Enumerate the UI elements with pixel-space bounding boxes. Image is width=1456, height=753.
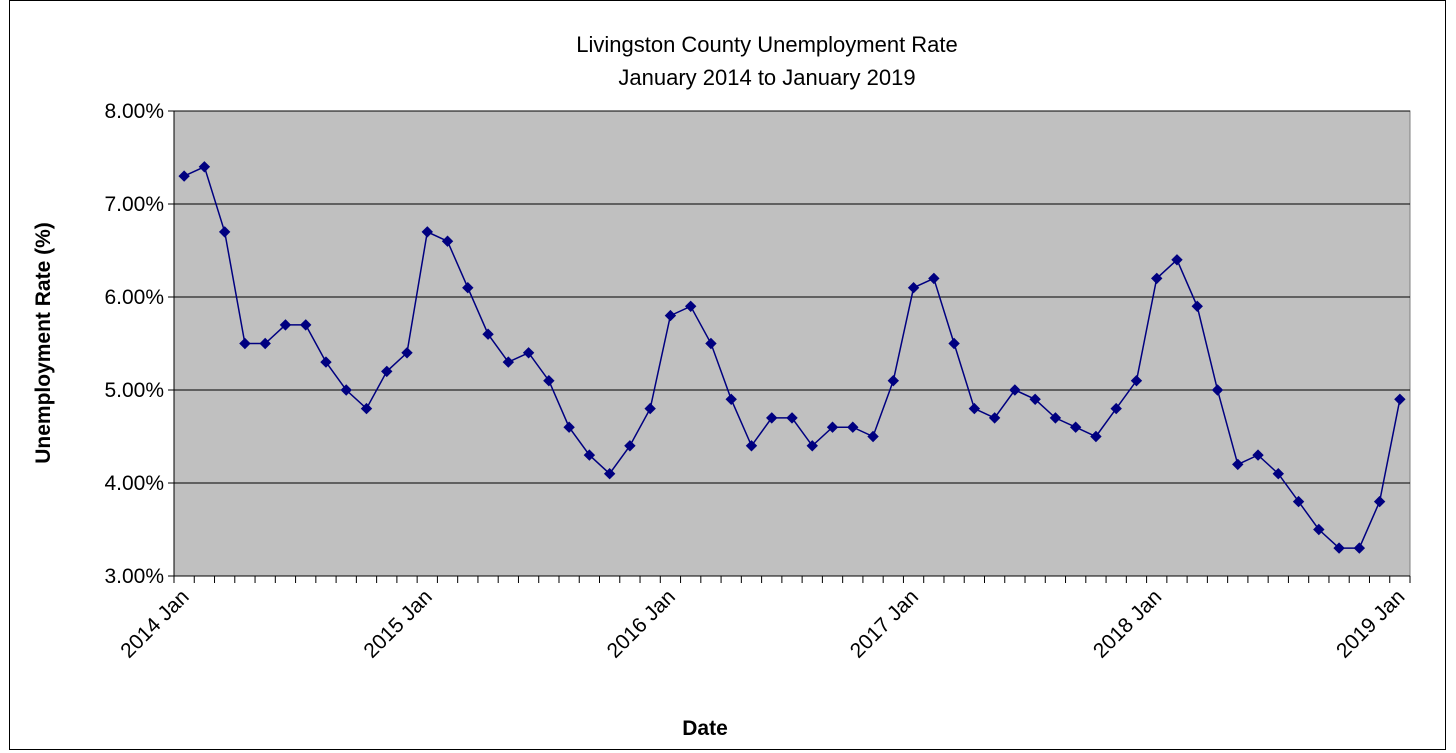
y-tick-label: 5.00% (104, 379, 164, 402)
data-point-marker (766, 412, 778, 424)
data-point-marker (421, 226, 433, 238)
y-tick-label: 3.00% (104, 565, 164, 588)
chart-title: Livingston County Unemployment Rate (576, 32, 958, 57)
x-tick-label: 2014 Jan (116, 585, 193, 662)
data-point-marker (603, 467, 616, 480)
data-point-marker (482, 328, 494, 340)
data-point-marker (745, 440, 758, 452)
plot-area (173, 110, 1411, 577)
data-point-marker (1191, 300, 1203, 313)
data-point-marker (1333, 542, 1345, 554)
data-point-marker (1313, 523, 1325, 536)
data-point-marker (826, 421, 839, 433)
data-point-marker (867, 430, 879, 443)
x-tick-label: 2015 Jan (359, 585, 436, 662)
data-point-marker (340, 384, 352, 396)
data-point-marker (1069, 421, 1082, 433)
data-point-marker (1171, 254, 1183, 266)
data-point-marker (1110, 402, 1122, 415)
data-point-marker (299, 319, 312, 331)
chart-subtitle: January 2014 to January 2019 (618, 65, 915, 90)
y-tick-label: 8.00% (104, 100, 164, 123)
data-point-marker (907, 281, 920, 294)
data-point-marker (1232, 458, 1244, 471)
data-point-marker (1292, 495, 1305, 508)
data-point-marker (1009, 384, 1021, 396)
data-point-marker (948, 337, 960, 350)
data-point-marker (441, 235, 454, 247)
y-axis-ticks: 3.00% 4.00% 5.00% 6.00% 7.00% 8.00% (104, 100, 175, 588)
data-point-marker (624, 440, 636, 452)
data-point-marker (644, 402, 656, 415)
data-point-marker (279, 319, 292, 331)
x-axis-ticks: 2014 Jan 2015 Jan 2016 Jan 2017 Jan 2018 Jan… (116, 575, 1411, 663)
data-point-marker (988, 412, 1001, 424)
data-point-marker (360, 402, 373, 415)
data-point-marker (1090, 430, 1102, 443)
data-point-marker (1353, 542, 1366, 554)
y-axis-title: Unemployment Rate (%) (32, 222, 55, 464)
series-unemployment-rate (178, 161, 1406, 554)
y-tick-label: 6.00% (104, 286, 164, 309)
data-point-marker (543, 374, 555, 387)
data-point-marker (1373, 495, 1386, 508)
data-point-marker (806, 440, 818, 452)
data-point-marker (1130, 374, 1143, 387)
data-point-marker (1029, 393, 1041, 406)
data-point-marker (401, 347, 413, 359)
data-point-marker (462, 281, 474, 294)
y-tick-label: 7.00% (104, 193, 164, 216)
data-point-marker (705, 337, 717, 350)
data-point-marker (1049, 412, 1062, 424)
data-point-marker (178, 170, 190, 182)
data-point-marker (1151, 272, 1163, 285)
x-tick-label: 2019 Jan (1332, 585, 1409, 662)
data-point-marker (381, 365, 393, 378)
data-point-marker (968, 402, 981, 415)
data-point-marker (1394, 393, 1406, 406)
data-point-marker (786, 412, 798, 424)
data-point-marker (887, 374, 900, 387)
data-point-marker (502, 356, 515, 368)
data-point-marker (847, 421, 859, 433)
data-point-marker (259, 337, 271, 350)
x-tick-label: 2017 Jan (846, 585, 923, 662)
y-tick-label: 4.00% (104, 472, 164, 495)
data-point-marker (583, 449, 596, 461)
data-point-marker (725, 393, 737, 406)
data-point-marker (1252, 449, 1264, 461)
data-point-marker (684, 300, 697, 313)
data-point-marker (664, 309, 677, 322)
data-point-marker (563, 421, 575, 433)
data-point-marker (198, 161, 211, 173)
data-point-marker (522, 347, 535, 359)
x-tick-label: 2018 Jan (1089, 585, 1166, 662)
data-point-marker (928, 272, 940, 285)
data-point-marker (239, 337, 251, 350)
data-point-marker (320, 356, 332, 368)
x-axis-title: Date (682, 717, 728, 740)
data-point-marker (1211, 384, 1224, 396)
data-point-marker (218, 226, 231, 238)
data-point-marker (1272, 467, 1285, 480)
x-tick-label: 2016 Jan (603, 585, 680, 662)
